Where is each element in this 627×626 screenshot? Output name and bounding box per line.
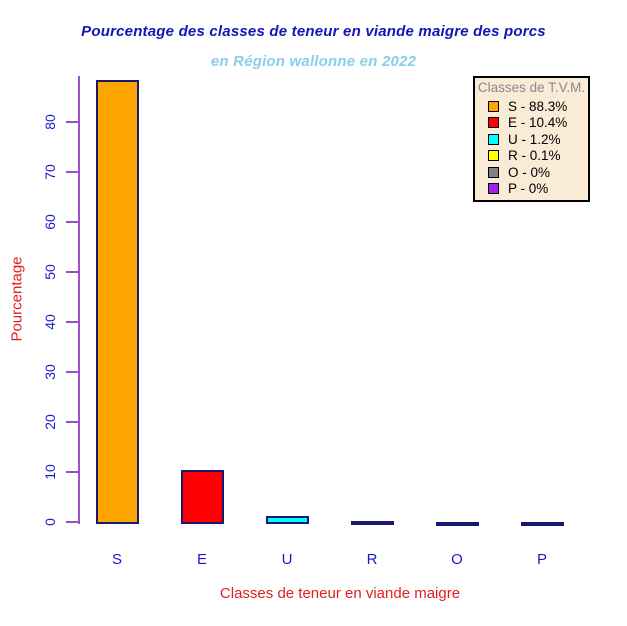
legend-row: P - 0% bbox=[488, 181, 588, 198]
x-category-label-o: O bbox=[451, 551, 463, 568]
y-tick bbox=[66, 471, 78, 473]
legend-swatch bbox=[488, 117, 499, 129]
bar-o bbox=[436, 522, 479, 526]
legend-label: O - 0% bbox=[508, 164, 551, 180]
legend-rows: S - 88.3% E - 10.4% U - 1.2% R - 0.1% O - 0%… bbox=[488, 98, 588, 197]
bar-r bbox=[351, 521, 394, 525]
y-tick bbox=[66, 321, 78, 323]
y-axis-title: Pourcentage bbox=[8, 256, 26, 342]
legend-box: Classes de T.V.M. S - 88.3% E - 10.4% U - … bbox=[473, 76, 590, 202]
bar-u bbox=[266, 516, 309, 524]
bar-e bbox=[181, 470, 224, 524]
y-tick-label: 60 bbox=[42, 214, 58, 230]
x-axis-title: Classes de teneur en viande maigre bbox=[219, 585, 461, 602]
legend-label: U - 1.2% bbox=[508, 131, 561, 147]
y-tick bbox=[66, 271, 78, 273]
y-tick-label: 50 bbox=[42, 264, 58, 280]
legend-label: R - 0.1% bbox=[508, 148, 561, 164]
legend-row: R - 0.1% bbox=[488, 148, 588, 165]
y-tick bbox=[66, 521, 78, 523]
y-tick-label: 20 bbox=[42, 414, 58, 430]
chart-subtitle: en Région wallonne en 2022 bbox=[210, 53, 417, 70]
legend-swatch bbox=[488, 133, 499, 145]
legend-swatch bbox=[488, 166, 499, 178]
legend-row: E - 10.4% bbox=[488, 115, 588, 132]
legend-row: U - 1.2% bbox=[488, 131, 588, 148]
x-category-label-s: S bbox=[111, 551, 122, 568]
bar-s bbox=[96, 80, 139, 524]
bar-p bbox=[521, 522, 564, 526]
x-category-label-e: E bbox=[196, 551, 207, 568]
legend-row: O - 0% bbox=[488, 164, 588, 181]
y-tick-label: 40 bbox=[42, 314, 58, 330]
y-tick bbox=[66, 421, 78, 423]
y-tick-label: 80 bbox=[42, 114, 58, 130]
y-tick-label: 30 bbox=[42, 364, 58, 380]
legend-row: S - 88.3% bbox=[488, 98, 588, 115]
legend-swatch bbox=[488, 183, 499, 195]
legend-label: S - 88.3% bbox=[508, 98, 568, 114]
y-tick-label: 10 bbox=[42, 464, 58, 480]
y-axis-line bbox=[78, 76, 80, 524]
x-category-label-r: R bbox=[366, 551, 378, 568]
legend-label: P - 0% bbox=[508, 181, 549, 197]
y-tick bbox=[66, 121, 78, 123]
x-category-label-p: P bbox=[536, 551, 547, 568]
y-tick bbox=[66, 371, 78, 373]
y-tick-label: 0 bbox=[42, 518, 58, 526]
y-tick bbox=[66, 171, 78, 173]
legend-swatch bbox=[488, 150, 499, 162]
legend-title: Classes de T.V.M. bbox=[477, 80, 586, 95]
chart-title: Pourcentage des classes de teneur en via… bbox=[81, 23, 546, 40]
x-category-label-u: U bbox=[281, 551, 293, 568]
y-tick-label: 70 bbox=[42, 164, 58, 180]
legend-swatch bbox=[488, 100, 499, 112]
legend-label: E - 10.4% bbox=[508, 115, 568, 131]
y-tick bbox=[66, 221, 78, 223]
